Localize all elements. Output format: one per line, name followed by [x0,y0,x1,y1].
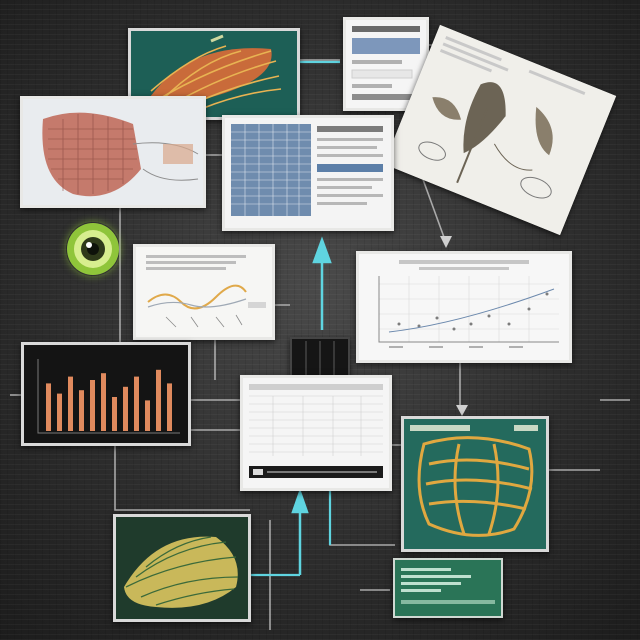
bar [90,380,95,431]
bar [57,393,62,431]
table-document [240,375,392,491]
bar [101,373,106,431]
axis [37,359,180,434]
arrow-down-icon [440,236,468,416]
bar [134,376,139,431]
scatter-chart-panel [356,251,572,363]
tissue-panel [20,96,206,208]
bar [79,390,84,431]
bar [156,369,161,431]
bar-chart-monitor [21,342,191,446]
leaf-panel-right [401,416,549,552]
bar [68,376,73,431]
leaf-panel-top [128,28,300,120]
info-card [393,558,503,618]
bar [46,383,51,431]
bar [112,397,117,431]
arrow-up-icon [312,236,332,330]
bar [145,400,150,431]
eye-icon [66,222,120,276]
server-block [290,337,350,379]
arrow-up-icon [291,488,309,575]
bar [167,383,172,431]
spreadsheet-panel [222,115,394,231]
bar [123,386,128,431]
line-chart-document [133,244,275,340]
leaf-panel-bottom [113,514,251,622]
botanical-sketch-sheet [383,24,617,236]
